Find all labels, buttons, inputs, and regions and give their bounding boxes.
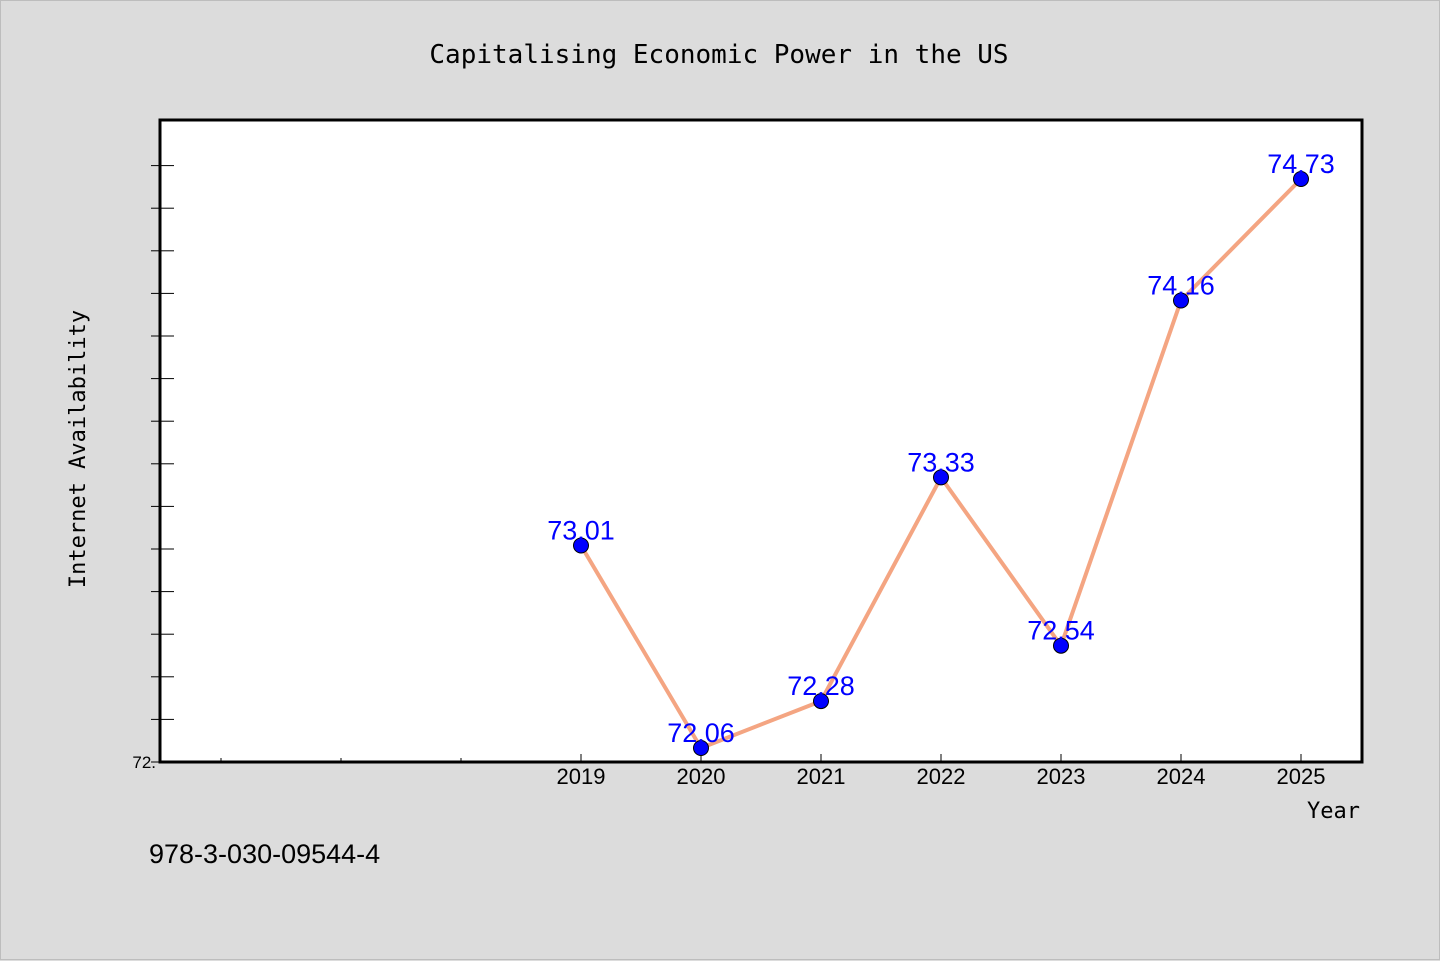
data-point [1053, 637, 1069, 654]
x-tick-label: 2024 [1157, 764, 1206, 789]
data-point [933, 469, 949, 486]
footer-isbn: 978-3-030-09544-4 [149, 839, 380, 869]
data-point [813, 693, 829, 710]
x-tick-label: 2020 [677, 764, 726, 789]
x-tick-label: 2022 [917, 764, 966, 789]
data-point [693, 740, 709, 756]
x-axis-ticks [220, 754, 1302, 762]
x-tick-label: 2019 [557, 764, 606, 789]
data-label: 72.28 [787, 671, 855, 701]
y-axis-tick-labels: 72. [132, 753, 156, 772]
y-axis-title: Internet Availability [66, 310, 91, 588]
data-label: 74.73 [1267, 149, 1335, 179]
plot-area [158, 118, 1364, 764]
x-axis-tick-labels: 2019 2020 2021 2022 2023 2024 2025 [557, 764, 1326, 789]
data-label: 74.16 [1147, 271, 1215, 301]
marker-layer [573, 171, 1309, 756]
x-tick-label: 2025 [1277, 764, 1326, 789]
data-point [1293, 171, 1309, 187]
data-label: 72.54 [1027, 616, 1095, 646]
data-point [573, 537, 589, 554]
data-label-layer: 73.01 72.06 72.28 73.33 72.54 74.16 74.73 [547, 149, 1335, 748]
data-label: 73.33 [907, 447, 975, 477]
data-label: 72.06 [667, 718, 735, 748]
data-label: 73.01 [547, 516, 615, 546]
x-tick-label: 2021 [797, 764, 846, 789]
x-tick-label: 2023 [1037, 764, 1086, 789]
y-tick-label: 72. [132, 753, 156, 772]
x-axis-title: Year [1307, 799, 1360, 824]
data-point [1173, 292, 1189, 309]
chart-title: Capitalising Economic Power in the US [429, 40, 1008, 70]
y-axis-ticks [151, 165, 174, 763]
